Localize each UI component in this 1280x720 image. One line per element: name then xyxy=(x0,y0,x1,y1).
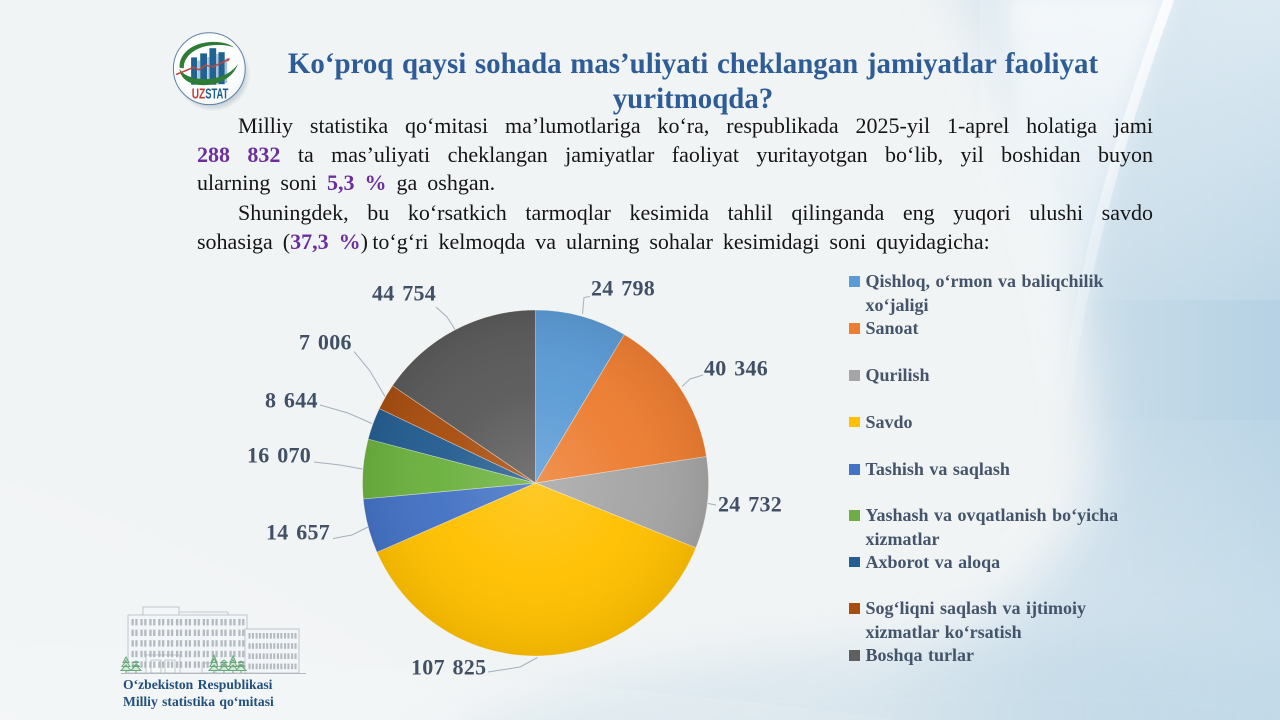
svg-text:7 006: 7 006 xyxy=(299,330,352,355)
svg-text:8 644: 8 644 xyxy=(265,388,318,413)
svg-text:24 732: 24 732 xyxy=(718,492,782,517)
svg-text:40 346: 40 346 xyxy=(704,356,768,381)
svg-text:16 070: 16 070 xyxy=(247,443,311,468)
svg-text:24 798: 24 798 xyxy=(591,276,655,301)
svg-text:UZ: UZ xyxy=(192,87,206,103)
svg-text:44 754: 44 754 xyxy=(372,281,436,306)
svg-text:STAT: STAT xyxy=(205,87,228,103)
svg-text:107 825: 107 825 xyxy=(411,655,486,680)
svg-text:14 657: 14 657 xyxy=(266,520,330,545)
